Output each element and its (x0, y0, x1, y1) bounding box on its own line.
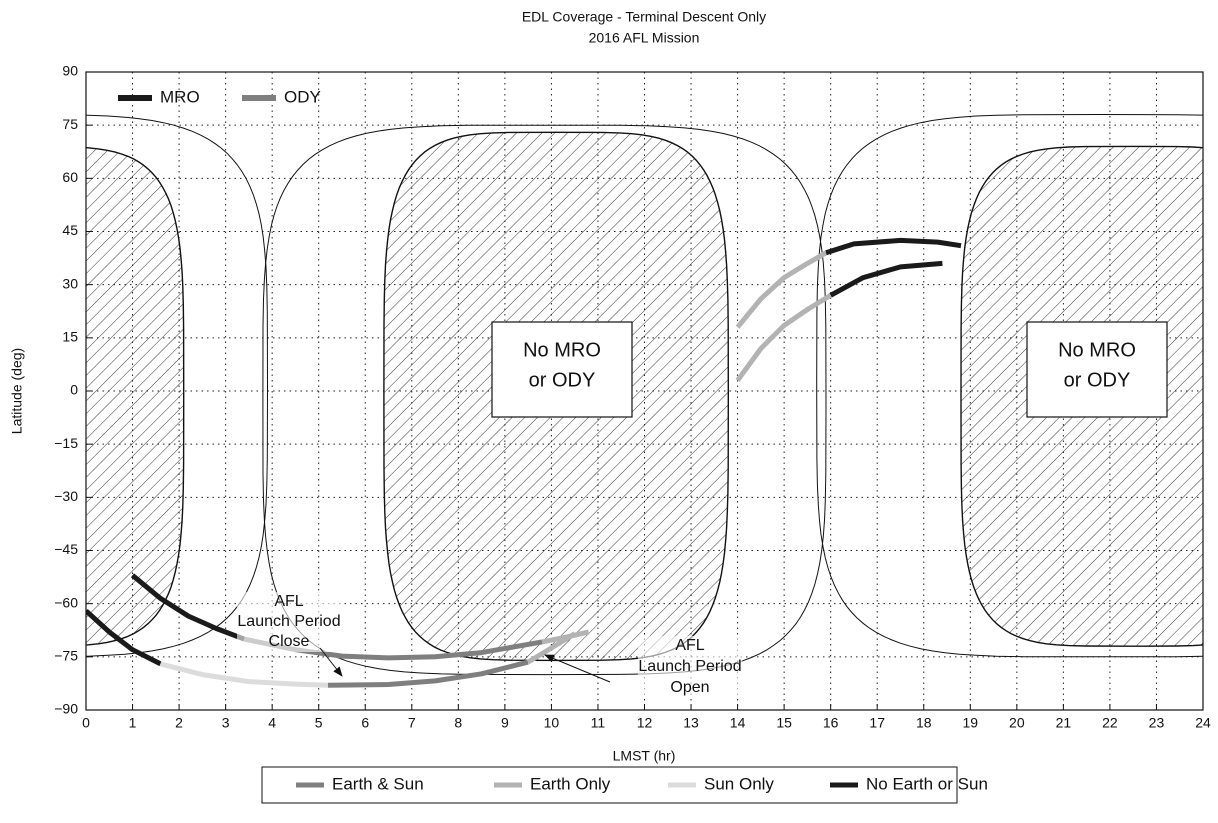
y-tick-label: 30 (62, 275, 78, 291)
coverage-contour (86, 114, 269, 657)
x-tick-label: 8 (454, 715, 462, 731)
annotation-text: AFL (675, 637, 704, 654)
x-tick-label: 12 (637, 715, 653, 731)
legend-label: Earth Only (530, 774, 611, 793)
annotation-backdrop (638, 636, 742, 698)
x-tick-label: 23 (1149, 715, 1165, 731)
x-tick-label: 3 (222, 715, 230, 731)
annotation-text: No MRO (1058, 339, 1136, 361)
annotation-box (1026, 321, 1168, 418)
legend-label: MRO (160, 87, 200, 106)
x-tick-label: 0 (82, 715, 90, 731)
x-tick-label: 13 (683, 715, 699, 731)
x-tick-label: 18 (916, 715, 932, 731)
legend-label: ODY (284, 87, 321, 106)
x-tick-label: 6 (361, 715, 369, 731)
coverage-track (829, 260, 943, 298)
y-tick-label: −90 (54, 701, 78, 717)
legend-label: Sun Only (704, 774, 774, 793)
x-tick-label: 7 (408, 715, 416, 731)
x-tick-label: 21 (1056, 715, 1072, 731)
x-tick-label: 19 (963, 715, 979, 731)
annotation-text: Close (269, 633, 310, 650)
annotation-arrow (544, 654, 611, 683)
annotation-text: No MRO (523, 339, 601, 361)
x-tick-label: 9 (501, 715, 509, 731)
y-tick-label: 0 (70, 382, 78, 398)
x-tick-label: 10 (544, 715, 560, 731)
x-tick-label: 5 (315, 715, 323, 731)
x-tick-label: 20 (1009, 715, 1025, 731)
coverage-track (86, 608, 162, 667)
annotation-arrow (319, 647, 343, 677)
annotation-text: Launch Period (237, 613, 340, 630)
coverage-track (526, 631, 577, 665)
x-tick-label: 24 (1195, 715, 1211, 731)
x-tick-label: 2 (175, 715, 183, 731)
y-tick-label: −30 (54, 488, 78, 504)
y-tick-label: 15 (62, 329, 78, 345)
y-tick-label: 90 (62, 63, 78, 79)
no-coverage-region (86, 146, 185, 646)
y-tick-label: −75 (54, 648, 78, 664)
y-tick-label: −60 (54, 594, 78, 610)
x-axis-label: LMST (hr) (613, 748, 676, 764)
legend-label: No Earth or Sun (866, 774, 988, 793)
x-tick-label: 11 (591, 715, 606, 731)
y-tick-label: 60 (62, 169, 78, 185)
x-tick-label: 1 (129, 715, 137, 731)
x-tick-label: 4 (268, 715, 276, 731)
plot-frame (85, 71, 1204, 711)
coverage-contour (816, 113, 1203, 658)
coverage-track (130, 573, 246, 642)
x-tick-label: 14 (730, 715, 746, 731)
y-axis-label: Latitude (deg) (9, 348, 25, 434)
y-tick-label: 75 (62, 116, 78, 132)
coverage-track (825, 237, 962, 256)
legend-label: Earth & Sun (332, 774, 424, 793)
annotation-backdrop (237, 592, 341, 652)
coverage-track (327, 659, 529, 688)
annotation-text: AFL (274, 593, 303, 610)
x-tick-label: 16 (823, 715, 839, 731)
coverage-contour (262, 124, 827, 676)
annotation-text: Open (670, 679, 709, 696)
x-tick-label: 15 (776, 715, 792, 731)
y-tick-label: −15 (54, 435, 78, 451)
x-tick-label: 17 (869, 715, 885, 731)
chart-subtitle: 2016 AFL Mission (589, 30, 700, 46)
coverage-track (159, 661, 329, 688)
annotation-text: Launch Period (638, 658, 741, 675)
annotation-text: or ODY (1064, 369, 1131, 391)
annotation-text: or ODY (529, 369, 596, 391)
coverage-track (735, 293, 833, 382)
chart-title: EDL Coverage - Terminal Descent Only (522, 9, 766, 25)
annotation-box (491, 321, 633, 418)
coverage-track (735, 250, 828, 329)
x-tick-label: 22 (1102, 715, 1118, 731)
y-tick-label: −45 (54, 541, 78, 557)
y-tick-label: 45 (62, 222, 78, 238)
